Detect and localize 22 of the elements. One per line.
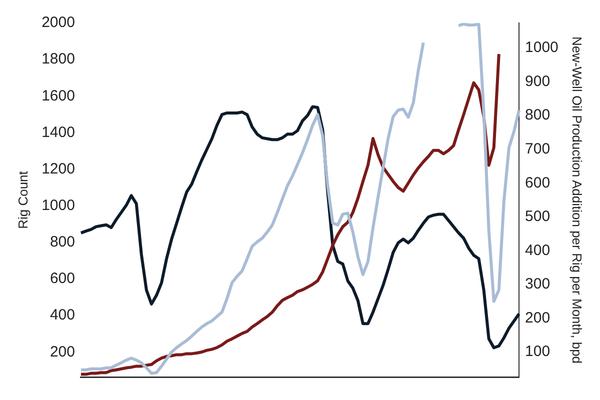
- y-axis-title: Rig Count: [15, 170, 30, 229]
- y-tick-label: 1400: [42, 124, 75, 141]
- y2-tick-label: 900: [525, 72, 550, 90]
- y-tick-label: 2000: [42, 14, 75, 32]
- y2-tick-label: 100: [525, 343, 550, 360]
- y2-tick-label: 200: [525, 309, 550, 326]
- y-tick-label: 600: [50, 270, 75, 288]
- y2-tick-label: 700: [525, 140, 550, 158]
- y2-tick-label: 1000: [525, 39, 558, 56]
- y2-tick-label: 400: [525, 242, 550, 259]
- y-tick-label: 200: [50, 343, 75, 360]
- y2-tick-label: 300: [525, 276, 550, 293]
- y-tick-label: 1200: [42, 160, 75, 178]
- y2-tick-label: 800: [525, 106, 550, 124]
- y-tick-label: 1000: [42, 196, 75, 214]
- y2-tick-label: 600: [525, 174, 550, 192]
- y-tick-label: 400: [50, 306, 75, 324]
- y-tick-label: 800: [50, 234, 75, 251]
- y2-tick-label: 500: [525, 208, 550, 226]
- y-tick-label: 1800: [42, 50, 75, 68]
- y-tick-label: 1600: [42, 87, 75, 104]
- y2-axis-title: New-Well Oil Production Addition per Rig per Month, bpd: [570, 36, 585, 364]
